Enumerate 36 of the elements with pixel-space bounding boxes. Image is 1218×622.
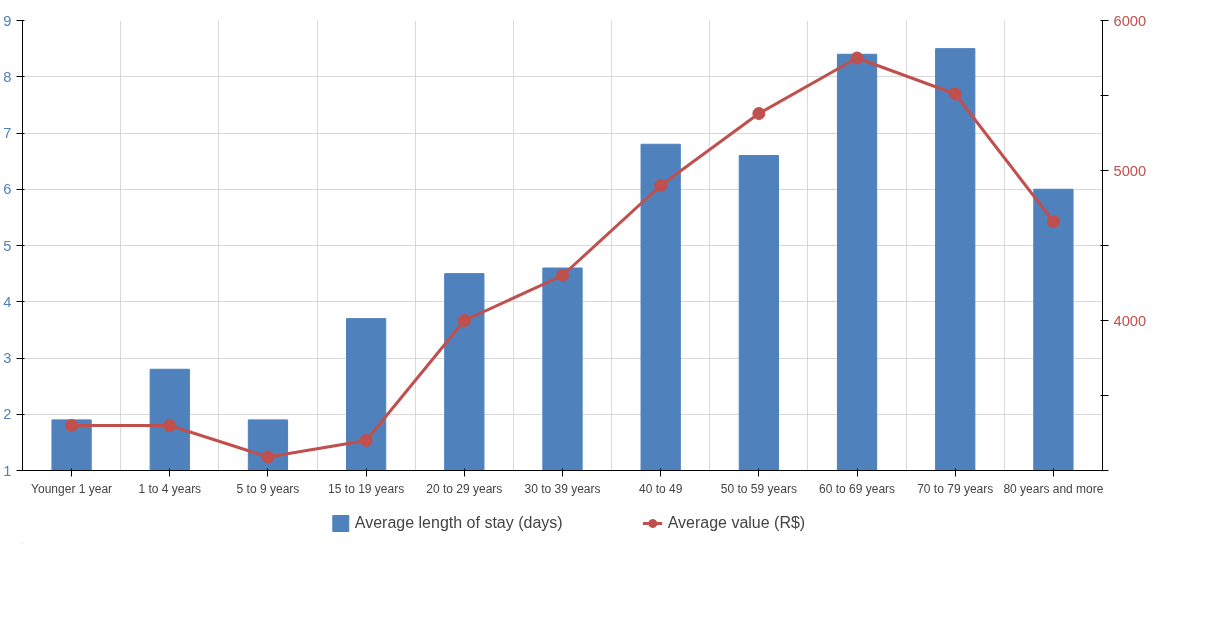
x-tick-label: 50 to 59 years xyxy=(720,481,797,496)
y-tick-label: 1 xyxy=(3,462,12,479)
x-tick-label: Younger 1 year xyxy=(31,481,113,496)
x-tick-label: 60 to 69 years xyxy=(819,481,896,496)
point xyxy=(1046,215,1060,228)
y2-tick-label: 6000 xyxy=(1113,12,1147,29)
point xyxy=(850,51,864,65)
point xyxy=(654,179,668,192)
legend-label: Average value (R$) xyxy=(667,514,806,532)
y-tick-label: 6 xyxy=(3,181,12,198)
y-tick-label: 4 xyxy=(3,293,12,310)
y2-tick-label: 5000 xyxy=(1113,162,1147,179)
x-tick-label: 40 to 49 xyxy=(639,481,683,496)
point xyxy=(261,450,275,464)
point xyxy=(457,314,471,327)
x-tick-label: 15 to 19 years xyxy=(328,481,405,496)
y-tick-label: 3 xyxy=(3,350,12,366)
point xyxy=(948,87,962,101)
y-tick-label: 8 xyxy=(3,68,12,85)
x-tick-label: 70 to 79 years xyxy=(917,481,994,496)
point xyxy=(163,419,177,432)
y-tick-label: 9 xyxy=(3,12,12,29)
point xyxy=(752,107,766,120)
y-tick-label: 2 xyxy=(3,406,12,423)
x-tick-label: 80 years and more xyxy=(1003,481,1104,496)
legend-label: Average length of stay (days) xyxy=(354,514,563,532)
y-tick-label: 5 xyxy=(3,237,12,254)
x-tick-label: 5 to 9 years xyxy=(236,481,300,496)
y-tick-label: 7 xyxy=(3,125,12,141)
x-tick-label: 1 to 4 years xyxy=(138,481,202,496)
point xyxy=(556,269,569,282)
x-tick-label: 20 to 29 years xyxy=(426,481,503,496)
y2-tick-label: 4000 xyxy=(1113,312,1147,329)
point xyxy=(65,419,79,432)
point xyxy=(359,434,373,447)
x-tick-label: 30 to 39 years xyxy=(524,481,601,496)
